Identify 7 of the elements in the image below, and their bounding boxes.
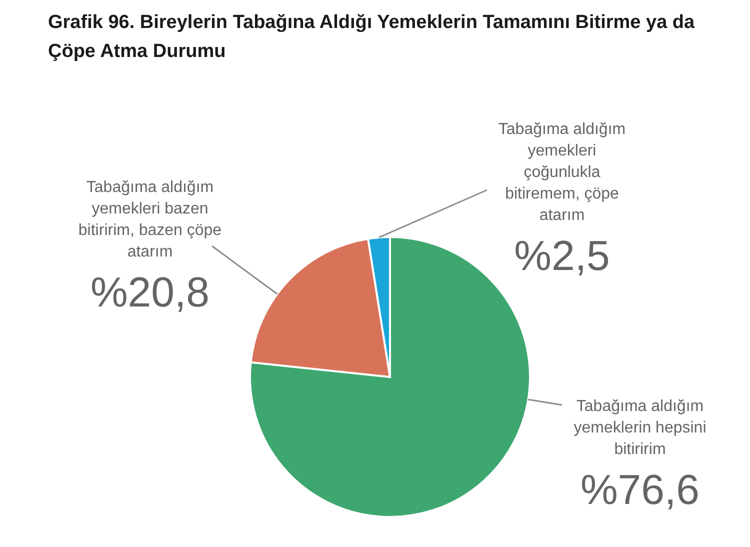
slice-label: Tabağıma aldığım yemeklerin hepsini bitiririm xyxy=(574,398,706,458)
slice-label: Tabağıma aldığım yemekleri çoğunlukla bitiremem, çöpe atarım xyxy=(498,121,626,224)
data-label: %2,5 xyxy=(514,232,610,279)
data-label: %20,8 xyxy=(90,268,210,316)
slice-label: Tabağıma aldığım yemekleri bazen bitiririm, bazen çöpe atarım xyxy=(78,179,222,260)
chart-title: Grafik 96. Bireylerin Tabağına Aldığı Yemeklerin Tamamını Bitirme ya da Çöpe Atma Durumu xyxy=(48,11,696,64)
data-label: %76,6 xyxy=(580,466,700,513)
